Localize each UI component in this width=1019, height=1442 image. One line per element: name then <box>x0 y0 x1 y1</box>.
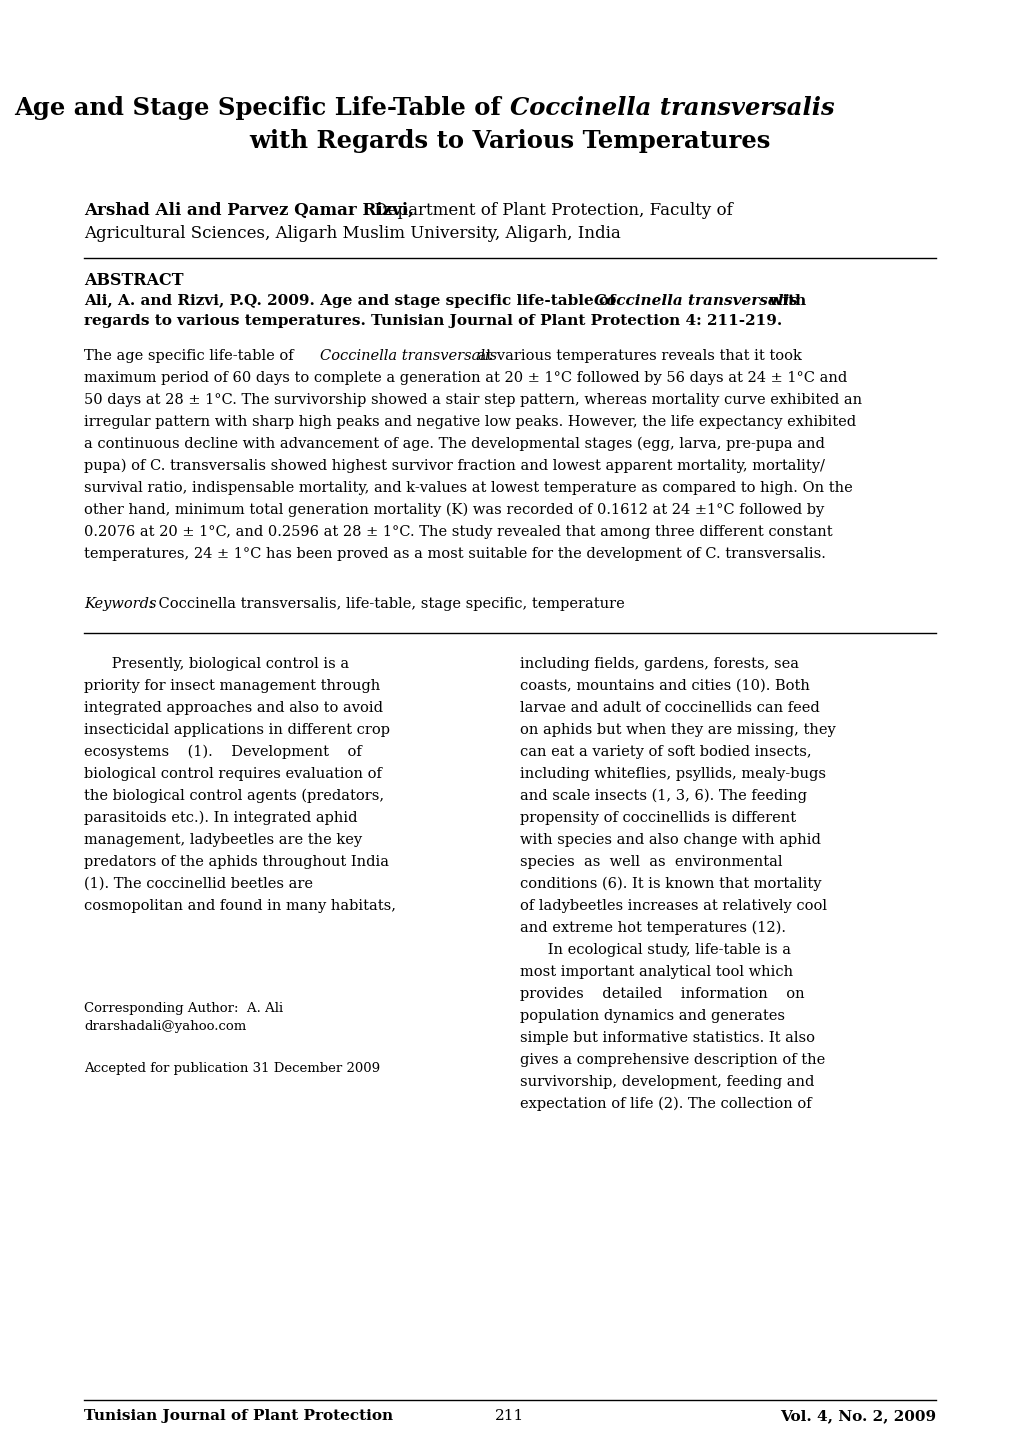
Text: parasitoids etc.). In integrated aphid: parasitoids etc.). In integrated aphid <box>84 810 357 825</box>
Text: Tunisian Journal of Plant Protection: Tunisian Journal of Plant Protection <box>84 1409 392 1423</box>
Text: gives a comprehensive description of the: gives a comprehensive description of the <box>520 1053 824 1067</box>
Text: coasts, mountains and cities (10). Both: coasts, mountains and cities (10). Both <box>520 679 809 694</box>
Text: maximum period of 60 days to complete a generation at 20 ± 1°C followed by 56 da: maximum period of 60 days to complete a … <box>84 371 847 385</box>
Text: (1). The coccinellid beetles are: (1). The coccinellid beetles are <box>84 877 313 891</box>
Text: Vol. 4, No. 2, 2009: Vol. 4, No. 2, 2009 <box>780 1409 935 1423</box>
Text: Coccinella transversalis: Coccinella transversalis <box>320 349 496 363</box>
Text: biological control requires evaluation of: biological control requires evaluation o… <box>84 767 381 782</box>
Text: integrated approaches and also to avoid: integrated approaches and also to avoid <box>84 701 382 715</box>
Text: 50 days at 28 ± 1°C. The survivorship showed a stair step pattern, whereas morta: 50 days at 28 ± 1°C. The survivorship sh… <box>84 394 861 407</box>
Text: Presently, biological control is a: Presently, biological control is a <box>84 658 348 671</box>
Text: In ecological study, life-table is a: In ecological study, life-table is a <box>520 943 790 957</box>
Text: temperatures, 24 ± 1°C has been proved as a most suitable for the development of: temperatures, 24 ± 1°C has been proved a… <box>84 547 825 561</box>
Text: survival ratio, indispensable mortality, and k-values at lowest temperature as c: survival ratio, indispensable mortality,… <box>84 482 852 495</box>
Text: cosmopolitan and found in many habitats,: cosmopolitan and found in many habitats, <box>84 898 395 913</box>
Text: the biological control agents (predators,: the biological control agents (predators… <box>84 789 384 803</box>
Text: propensity of coccinellids is different: propensity of coccinellids is different <box>520 810 796 825</box>
Text: irregular pattern with sharp high peaks and negative low peaks. However, the lif: irregular pattern with sharp high peaks … <box>84 415 855 430</box>
Text: Ali, A. and Rizvi, P.Q. 2009. Age and stage specific life-table of: Ali, A. and Rizvi, P.Q. 2009. Age and st… <box>84 294 621 309</box>
Text: : Coccinella transversalis, life-table, stage specific, temperature: : Coccinella transversalis, life-table, … <box>149 597 625 611</box>
Text: 211: 211 <box>495 1409 524 1423</box>
Text: pupa) of C. transversalis showed highest survivor fraction and lowest apparent m: pupa) of C. transversalis showed highest… <box>84 459 824 473</box>
Text: with Regards to Various Temperatures: with Regards to Various Temperatures <box>249 128 770 153</box>
Text: Keywords: Keywords <box>84 597 156 611</box>
Text: Accepted for publication 31 December 2009: Accepted for publication 31 December 200… <box>84 1061 380 1074</box>
Text: can eat a variety of soft bodied insects,: can eat a variety of soft bodied insects… <box>520 746 811 758</box>
Text: predators of the aphids throughout India: predators of the aphids throughout India <box>84 855 388 870</box>
Text: and scale insects (1, 3, 6). The feeding: and scale insects (1, 3, 6). The feeding <box>520 789 806 803</box>
Text: Coccinella transversalis: Coccinella transversalis <box>593 294 797 309</box>
Text: population dynamics and generates: population dynamics and generates <box>520 1009 785 1022</box>
Text: provides    detailed    information    on: provides detailed information on <box>520 986 804 1001</box>
Text: Age and Stage Specific Life-Table of: Age and Stage Specific Life-Table of <box>14 97 510 120</box>
Text: management, ladybeetles are the key: management, ladybeetles are the key <box>84 833 362 846</box>
Text: conditions (6). It is known that mortality: conditions (6). It is known that mortali… <box>520 877 820 891</box>
Text: insecticidal applications in different crop: insecticidal applications in different c… <box>84 722 389 737</box>
Text: 0.2076 at 20 ± 1°C, and 0.2596 at 28 ± 1°C. The study revealed that among three : 0.2076 at 20 ± 1°C, and 0.2596 at 28 ± 1… <box>84 525 832 539</box>
Text: other hand, minimum total generation mortality (K) was recorded of 0.1612 at 24 : other hand, minimum total generation mor… <box>84 503 823 518</box>
Text: Coccinella transversalis: Coccinella transversalis <box>510 97 834 120</box>
Text: species  as  well  as  environmental: species as well as environmental <box>520 855 782 870</box>
Text: priority for insect management through: priority for insect management through <box>84 679 380 694</box>
Text: Department of Plant Protection, Faculty of: Department of Plant Protection, Faculty … <box>369 202 732 219</box>
Text: The age specific life-table of: The age specific life-table of <box>84 349 298 363</box>
Text: ABSTRACT: ABSTRACT <box>84 273 183 288</box>
Text: a continuous decline with advancement of age. The developmental stages (egg, lar: a continuous decline with advancement of… <box>84 437 824 451</box>
Text: including whiteflies, psyllids, mealy-bugs: including whiteflies, psyllids, mealy-bu… <box>520 767 825 782</box>
Text: ecosystems    (1).    Development    of: ecosystems (1). Development of <box>84 744 362 758</box>
Text: simple but informative statistics. It also: simple but informative statistics. It al… <box>520 1031 814 1045</box>
Text: and extreme hot temperatures (12).: and extreme hot temperatures (12). <box>520 920 786 934</box>
Text: Arshad Ali and Parvez Qamar Rizvi,: Arshad Ali and Parvez Qamar Rizvi, <box>84 202 414 219</box>
Text: Agricultural Sciences, Aligarh Muslim University, Aligarh, India: Agricultural Sciences, Aligarh Muslim Un… <box>84 225 621 242</box>
Text: drarshadali@yahoo.com: drarshadali@yahoo.com <box>84 1019 246 1032</box>
Text: Corresponding Author:  A. Ali: Corresponding Author: A. Ali <box>84 1002 283 1015</box>
Text: larvae and adult of coccinellids can feed: larvae and adult of coccinellids can fee… <box>520 701 819 715</box>
Text: of ladybeetles increases at relatively cool: of ladybeetles increases at relatively c… <box>520 898 826 913</box>
Text: at various temperatures reveals that it took: at various temperatures reveals that it … <box>473 349 801 363</box>
Text: on aphids but when they are missing, they: on aphids but when they are missing, the… <box>520 722 835 737</box>
Text: survivorship, development, feeding and: survivorship, development, feeding and <box>520 1074 813 1089</box>
Text: expectation of life (2). The collection of: expectation of life (2). The collection … <box>520 1096 811 1110</box>
Text: regards to various temperatures. Tunisian Journal of Plant Protection 4: 211-219: regards to various temperatures. Tunisia… <box>84 314 782 327</box>
Text: with: with <box>763 294 805 309</box>
Text: with species and also change with aphid: with species and also change with aphid <box>520 833 820 846</box>
Text: including fields, gardens, forests, sea: including fields, gardens, forests, sea <box>520 658 798 671</box>
Text: most important analytical tool which: most important analytical tool which <box>520 965 793 979</box>
